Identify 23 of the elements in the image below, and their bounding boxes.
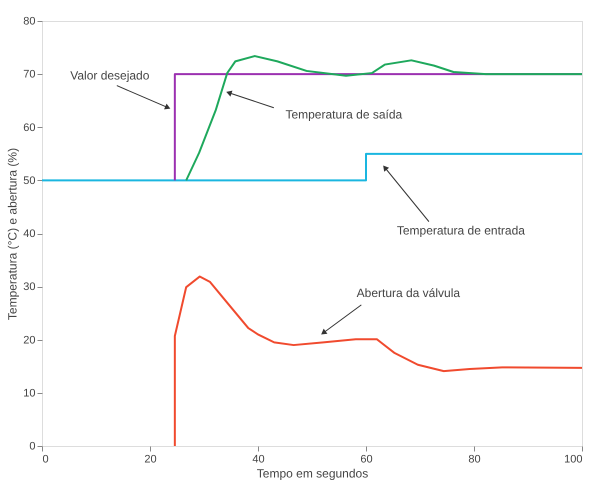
x-tick-label: 60 [360, 454, 373, 466]
x-tick-label: 20 [144, 454, 157, 466]
y-tick-label: 20 [23, 334, 36, 346]
y-tick-label: 0 [29, 440, 36, 452]
y-tick-label: 70 [23, 68, 36, 81]
x-tick-label: 0 [42, 454, 49, 466]
line-series [174, 276, 583, 447]
y-tick-label: 30 [23, 281, 36, 294]
y-tick-label: 50 [23, 174, 36, 187]
y-axis-title: Temperatura (°C) e abertura (%) [5, 148, 20, 320]
x-tick-label: 80 [468, 454, 481, 466]
x-axis-title: Tempo em segundos [256, 466, 368, 480]
annotation: Valor desejado [70, 68, 150, 83]
annotation: Temperatura de entrada [396, 224, 526, 238]
annotation: Temperatura de saída [285, 108, 403, 122]
x-tick-label: 40 [252, 454, 265, 466]
y-tick-label: 80 [23, 16, 36, 28]
y-tick-label: 10 [23, 387, 36, 400]
y-tick-label: 60 [23, 122, 36, 134]
line-series [185, 55, 583, 182]
y-tick-label: 40 [23, 228, 36, 240]
x-tick-label: 100 [564, 454, 582, 466]
annotation: Abertura da válvula [356, 286, 460, 300]
